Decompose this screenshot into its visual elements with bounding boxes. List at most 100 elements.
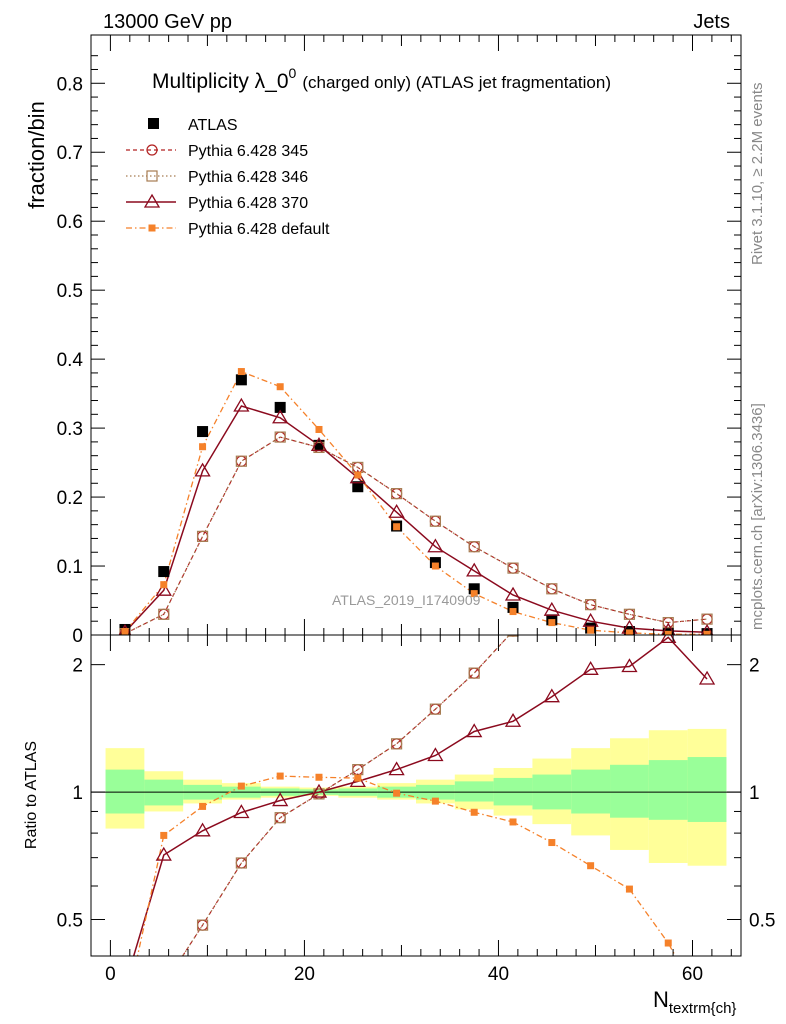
main-point-p370 bbox=[310, 437, 328, 451]
legend-label-p345: Pythia 6.428 345 bbox=[188, 143, 308, 160]
main-data-layer bbox=[118, 368, 714, 635]
ratio-point-pdefault bbox=[121, 1010, 128, 1017]
ratio-point-pdefault bbox=[354, 774, 362, 782]
ratio-point-p346 bbox=[507, 635, 519, 637]
main-point-p345 bbox=[546, 583, 558, 595]
legend-label-p346: Pythia 6.428 346 bbox=[188, 169, 308, 186]
main-point-pdefault bbox=[470, 590, 478, 598]
main-point-atlas bbox=[352, 481, 364, 493]
ratio-point-pdefault bbox=[470, 808, 478, 816]
main-point-p370 bbox=[233, 397, 250, 412]
main-point-p346 bbox=[429, 515, 442, 527]
ratio-y-tick-labels: 0.5 0.5 1 1 2 2 bbox=[57, 656, 776, 932]
main-point-p346 bbox=[546, 583, 558, 595]
ratio-point-p370 bbox=[427, 747, 444, 762]
main-point-p346 bbox=[274, 431, 286, 443]
x-axis-label-sub: textrm{ch} bbox=[669, 1000, 737, 1017]
main-point-pdefault bbox=[664, 630, 672, 635]
ratio-point-p370 bbox=[118, 978, 132, 990]
ratio-y-tick-label: 0.5 bbox=[57, 911, 83, 932]
main-y-tick-label: 0.3 bbox=[57, 419, 83, 440]
ratio-uncertainty-bands bbox=[91, 728, 741, 866]
main-point-p345 bbox=[196, 530, 209, 542]
ratio-band-inner bbox=[454, 781, 494, 802]
main-point-p346 bbox=[623, 608, 636, 620]
main-point-p370 bbox=[427, 538, 444, 553]
rivet-version-label: Rivet 3.1.10, ≥ 2.2M events bbox=[749, 83, 766, 266]
main-y-tick-label: 0.8 bbox=[57, 74, 83, 95]
ratio-point-p346 bbox=[390, 738, 403, 750]
header-energy-label: 13000 GeV pp bbox=[103, 11, 232, 33]
main-point-p346 bbox=[468, 541, 480, 553]
legend-entry-p345: Pythia 6.428 345 bbox=[126, 143, 308, 160]
main-point-p370 bbox=[582, 612, 599, 627]
ratio-y-tick-label: 1 bbox=[72, 783, 83, 804]
ratio-point-pdefault bbox=[276, 772, 284, 780]
ratio-point-pdefault bbox=[431, 797, 439, 805]
chart-title: Multiplicity λ_00 (charged only) (ATLAS j… bbox=[152, 65, 611, 93]
ratio-line-p346 bbox=[181, 635, 511, 956]
ratio-point-p346 bbox=[235, 857, 247, 869]
legend-entry-p346: Pythia 6.428 346 bbox=[126, 169, 308, 186]
ratio-point-pdefault bbox=[237, 782, 245, 790]
ratio-point-p346 bbox=[429, 703, 442, 715]
main-y-tick-label: 0.6 bbox=[57, 212, 83, 233]
main-point-p346 bbox=[235, 455, 247, 467]
ratio-point-p345 bbox=[468, 667, 480, 679]
ratio-point-p370 bbox=[388, 761, 405, 776]
legend-entry-atlas: ATLAS bbox=[148, 117, 238, 134]
ratio-band-inner bbox=[610, 764, 649, 818]
x-axis-label-main: N bbox=[653, 987, 669, 1012]
main-line-p345 bbox=[124, 436, 708, 635]
ratio-point-p346 bbox=[468, 667, 480, 679]
legend-label-atlas: ATLAS bbox=[188, 117, 238, 134]
main-point-atlas bbox=[235, 374, 247, 386]
main-point-p346 bbox=[662, 616, 674, 629]
main-point-pdefault bbox=[625, 629, 633, 635]
ratio-point-p346 bbox=[274, 812, 286, 824]
main-y-tick-labels: 0 0.1 0.2 0.3 0.4 0.5 0.6 0.7 0.8 bbox=[57, 74, 84, 647]
ratio-point-p370 bbox=[310, 783, 328, 798]
main-panel: 0 0.1 0.2 0.3 0.4 0.5 0.6 0.7 0.8 bbox=[57, 34, 742, 647]
legend: ATLAS Pythia 6.428 345 Pythia 6.428 346 … bbox=[126, 117, 330, 238]
ratio-point-p370 bbox=[155, 846, 172, 861]
ratio-point-pdefault bbox=[199, 802, 207, 810]
ratio-point-p370 bbox=[621, 658, 638, 673]
main-point-atlas bbox=[468, 583, 480, 595]
ratio-point-pdefault bbox=[625, 885, 633, 893]
ratio-band-inner bbox=[648, 760, 688, 820]
x-tick-label: 20 bbox=[294, 964, 315, 985]
main-point-pdefault bbox=[509, 608, 517, 616]
x-tick-label: 60 bbox=[682, 964, 703, 985]
main-point-p370 bbox=[504, 586, 522, 601]
main-point-p345 bbox=[623, 608, 636, 620]
main-y-tick-label: 0.7 bbox=[57, 143, 83, 164]
legend-marker-p346 bbox=[146, 170, 158, 182]
main-point-pdefault bbox=[315, 425, 323, 433]
main-point-p346 bbox=[196, 530, 209, 542]
legend-marker-p345 bbox=[146, 144, 158, 156]
main-point-pdefault bbox=[160, 581, 168, 589]
analysis-id-watermark: ATLAS_2019_I1740909 bbox=[332, 592, 481, 608]
main-line-p370 bbox=[124, 405, 708, 633]
main-point-atlas bbox=[313, 439, 325, 451]
chart-title-main: Multiplicity λ_0 bbox=[152, 70, 289, 93]
main-point-p346 bbox=[585, 599, 597, 611]
main-point-p370 bbox=[660, 622, 676, 635]
ratio-panel: 0.5 0.5 1 1 2 2 0 20 40 60 bbox=[57, 634, 776, 1017]
legend-label-pdefault: Pythia 6.428 default bbox=[188, 221, 330, 238]
ratio-point-p370 bbox=[466, 723, 483, 738]
main-point-atlas bbox=[197, 426, 209, 438]
main-line-pdefault bbox=[124, 370, 707, 635]
ratio-ticks bbox=[91, 635, 741, 956]
ratio-band-inner bbox=[687, 757, 727, 822]
ratio-point-pdefault bbox=[393, 789, 401, 797]
legend-label-p370: Pythia 6.428 370 bbox=[188, 195, 308, 212]
main-point-p370 bbox=[194, 462, 211, 477]
ratio-y-tick-label: 2 bbox=[72, 656, 83, 677]
main-line-p346 bbox=[124, 436, 708, 635]
ratio-point-p370 bbox=[660, 635, 677, 644]
main-point-p346 bbox=[390, 488, 403, 500]
main-point-pdefault bbox=[548, 619, 556, 627]
